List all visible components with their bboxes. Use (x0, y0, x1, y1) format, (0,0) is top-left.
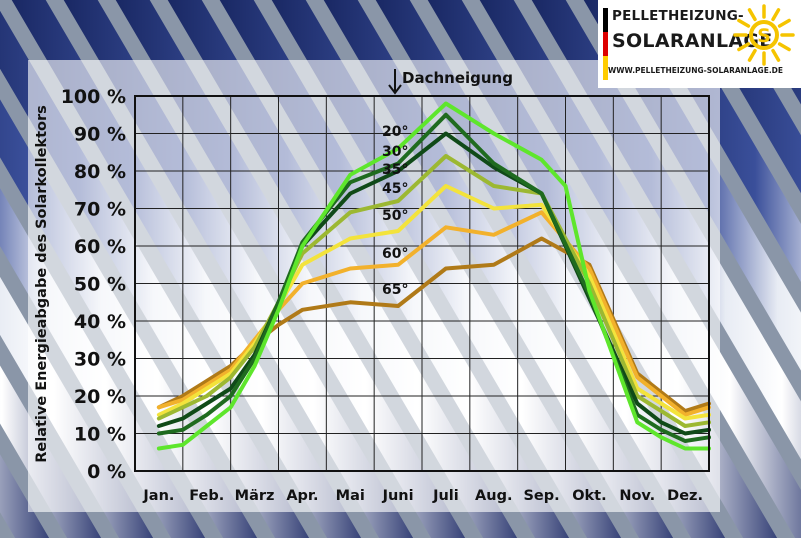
x-tick-label: Dez. (667, 488, 703, 504)
roof-pitch-annotation: Dachneigung (388, 69, 513, 95)
series-label: 30° (382, 144, 408, 160)
flag-red (603, 32, 608, 56)
sun-ray (771, 48, 781, 62)
series-line (156, 184, 711, 421)
series-label: 45° (382, 181, 408, 197)
plot-frame (134, 95, 710, 472)
series-label: 65° (382, 282, 408, 298)
sun-letter: S (757, 25, 771, 47)
x-tick-label: Okt. (572, 488, 606, 504)
sun-ray (747, 8, 757, 22)
y-tick-label: 20 % (74, 386, 126, 408)
sun-ray (737, 42, 751, 52)
logo-line2: Solaranlage (612, 30, 773, 52)
series-line (156, 131, 711, 436)
series-line (156, 101, 711, 451)
logo-url: www.pelletheizung-solaranlage.de (608, 66, 784, 75)
y-tick-label: 40 % (74, 311, 126, 333)
x-tick-label: Mai (336, 488, 365, 504)
x-tick-label: Feb. (189, 488, 224, 504)
y-tick-label: 70 % (74, 199, 126, 221)
flag-gold (603, 56, 608, 80)
sun-ray (777, 18, 791, 28)
x-tick-label: Sep. (523, 488, 559, 504)
series-label: 60° (382, 246, 408, 262)
y-tick-label: 90 % (74, 124, 126, 146)
x-tick-label: Apr. (286, 488, 318, 504)
flag-black (603, 8, 608, 32)
x-tick-label: Nov. (619, 488, 655, 504)
y-tick-label: 30 % (74, 349, 126, 371)
series-line (156, 154, 711, 428)
series-line (156, 112, 711, 443)
logo: Pelletheizung- Solaranlage S www.pelleth… (598, 0, 801, 88)
series-labels: 20° 30° 35° 45° 50° 60° 65° (382, 124, 408, 298)
x-tick-label: Juni (382, 488, 414, 504)
y-axis-ticks: 0 % 10 % 20 % 30 % 40 % 50 % 60 % 70 % 80 % 90 % 1… (61, 86, 126, 483)
collector-tube (0, 454, 50, 538)
x-tick-label: Aug. (475, 488, 512, 504)
annotation-label: Dachneigung (402, 69, 513, 87)
y-tick-label: 80 % (74, 161, 126, 183)
series-label: 50° (382, 208, 408, 224)
sun-ray (777, 42, 791, 52)
x-tick-label: Juli (432, 488, 459, 504)
x-tick-label: Jan. (142, 488, 174, 504)
series-label: 20° (382, 124, 408, 140)
x-axis-ticks: Jan. Feb. März Apr. Mai Juni Juli Aug. Sep. Okt. N… (142, 488, 703, 504)
series-line (156, 236, 711, 413)
german-flag-stripe (603, 8, 608, 80)
x-tick-label: März (235, 488, 275, 504)
sun-ray (747, 48, 757, 62)
series-line (156, 210, 711, 417)
y-axis-label: Relative Energieabgabe des Solarkollekto… (34, 105, 50, 463)
series-group (156, 101, 711, 451)
sun-icon: S (733, 4, 795, 66)
annotation-arrow-icon (388, 84, 402, 95)
series-label: 35° (382, 162, 408, 178)
logo-line1: Pelletheizung- (612, 8, 744, 24)
y-tick-label: 100 % (61, 86, 126, 108)
y-tick-label: 0 % (87, 461, 126, 483)
sun-ray (771, 8, 781, 22)
y-tick-label: 60 % (74, 236, 126, 258)
y-tick-label: 50 % (74, 274, 126, 296)
y-tick-label: 10 % (74, 424, 126, 446)
sun-ray (737, 18, 751, 28)
